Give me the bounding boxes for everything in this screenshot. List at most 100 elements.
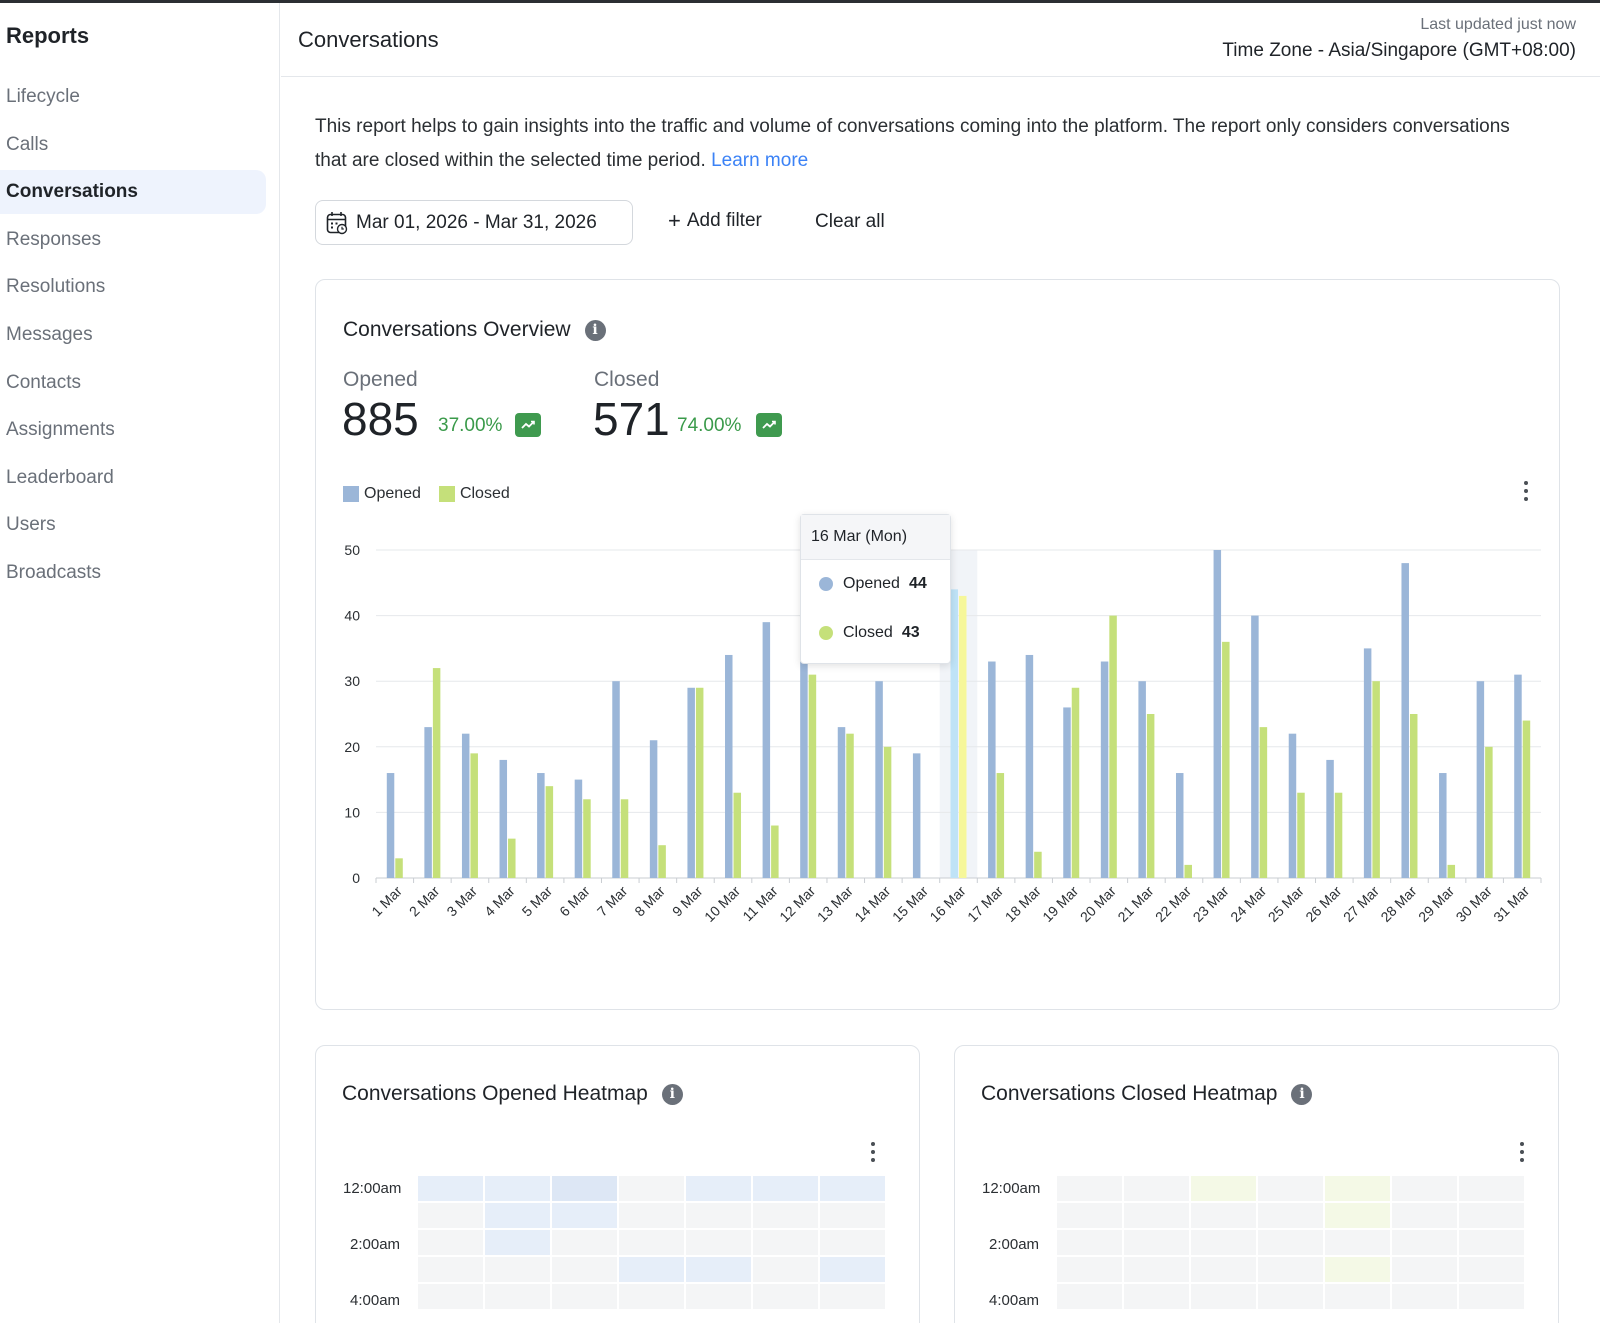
heatmap-cell[interactable] (1258, 1257, 1323, 1282)
heatmap-cell[interactable] (1459, 1176, 1524, 1201)
heatmap-cell[interactable] (1459, 1203, 1524, 1228)
heatmap-cell[interactable] (1392, 1203, 1457, 1228)
heatmap-cell[interactable] (820, 1230, 885, 1255)
heatmap-cell[interactable] (1191, 1230, 1256, 1255)
description-text: This report helps to gain insights into … (315, 116, 1510, 171)
sidebar-item-resolutions[interactable]: Resolutions (6, 276, 106, 298)
heatmap-cell[interactable] (1191, 1284, 1256, 1309)
heatmap-cell[interactable] (1258, 1176, 1323, 1201)
sidebar-item-lifecycle[interactable]: Lifecycle (6, 86, 80, 107)
bar-opened (950, 589, 958, 878)
heatmap-cell[interactable] (753, 1176, 818, 1201)
heatmap-cell[interactable] (1258, 1284, 1323, 1309)
heatmap-cell[interactable] (1057, 1230, 1122, 1255)
sidebar-item-responses[interactable]: Responses (6, 228, 102, 250)
heatmap-cell[interactable] (753, 1230, 818, 1255)
heatmap-cell[interactable] (1325, 1230, 1390, 1255)
legend-closed[interactable]: Closed (438, 485, 510, 503)
heatmap-cell[interactable] (619, 1203, 684, 1228)
sidebar-item-calls[interactable]: Calls (6, 133, 49, 155)
heatmap-cell[interactable] (1325, 1176, 1390, 1201)
sidebar-item-messages[interactable]: Messages (6, 323, 93, 345)
heatmap-cell[interactable] (485, 1257, 550, 1282)
sidebar-item-contacts[interactable]: Contacts (6, 371, 81, 393)
heatmap-cell[interactable] (552, 1284, 617, 1309)
bar-opened (1363, 648, 1372, 878)
heatmap-cell[interactable] (686, 1284, 751, 1309)
heatmap-cell[interactable] (820, 1284, 885, 1309)
heatmap-cell[interactable] (753, 1257, 818, 1282)
heatmap-cell[interactable] (1124, 1257, 1189, 1282)
heatmap-cell[interactable] (485, 1203, 550, 1228)
heatmap-cell[interactable] (418, 1230, 483, 1255)
heatmap-cell[interactable] (1392, 1257, 1457, 1282)
heatmap-cell[interactable] (1325, 1203, 1390, 1228)
heatmap-cell[interactable] (1191, 1176, 1256, 1201)
heatmap-cell[interactable] (1258, 1203, 1323, 1228)
heatmap-cell[interactable] (820, 1257, 885, 1282)
heatmap-cell[interactable] (619, 1284, 684, 1309)
heatmap-cell[interactable] (1459, 1230, 1524, 1255)
heatmap-cell[interactable] (1392, 1284, 1457, 1309)
info-icon[interactable]: i (584, 319, 606, 341)
heatmap-cell[interactable] (485, 1284, 550, 1309)
heatmap-cell[interactable] (1459, 1284, 1524, 1309)
heatmap-cell[interactable] (753, 1203, 818, 1228)
heatmap-cell[interactable] (1191, 1257, 1256, 1282)
more-options-icon[interactable] (863, 1140, 883, 1164)
heatmap-cell[interactable] (1325, 1284, 1390, 1309)
more-options-icon[interactable] (1516, 479, 1536, 503)
info-icon[interactable]: i (1291, 1083, 1313, 1105)
heatmap-cell[interactable] (1392, 1230, 1457, 1255)
clear-all-button[interactable]: Clear all (815, 211, 885, 232)
heatmap-cell[interactable] (552, 1203, 617, 1228)
heatmap-cell[interactable] (552, 1176, 617, 1201)
heatmap-cell[interactable] (1459, 1257, 1524, 1282)
heatmap-cell[interactable] (1325, 1257, 1390, 1282)
heatmap-cell[interactable] (1124, 1203, 1189, 1228)
heatmap-cell[interactable] (619, 1230, 684, 1255)
heatmap-cell[interactable] (1258, 1230, 1323, 1255)
learn-more-link[interactable]: Learn more (711, 150, 809, 171)
add-filter-button[interactable]: + Add filter (668, 210, 762, 232)
heatmap-cell[interactable] (619, 1257, 684, 1282)
sidebar-item-leaderboard[interactable]: Leaderboard (6, 466, 114, 488)
heatmap-cell[interactable] (753, 1284, 818, 1309)
info-icon[interactable]: i (661, 1083, 683, 1105)
heatmap-cell[interactable] (1057, 1203, 1122, 1228)
y-tick-label: 10 (344, 804, 360, 820)
heatmap-cell[interactable] (418, 1203, 483, 1228)
heatmap-cell[interactable] (1191, 1203, 1256, 1228)
heatmap-cell[interactable] (552, 1230, 617, 1255)
date-range-picker[interactable]: Mar 01, 2026 - Mar 31, 2026 (315, 200, 633, 245)
heatmap-cell[interactable] (686, 1230, 751, 1255)
heatmap-cell[interactable] (820, 1203, 885, 1228)
sidebar-item-users[interactable]: Users (6, 514, 56, 536)
more-options-icon[interactable] (1512, 1140, 1532, 1164)
sidebar-item-conversations[interactable]: Conversations (0, 170, 266, 215)
heatmap-cell[interactable] (418, 1257, 483, 1282)
heatmap-cell[interactable] (552, 1257, 617, 1282)
legend-opened[interactable]: Opened (343, 485, 421, 503)
opened-heatmap-title: Conversations Opened Heatmap i (342, 1082, 683, 1106)
heatmap-cell[interactable] (686, 1257, 751, 1282)
heatmap-cell[interactable] (820, 1176, 885, 1201)
sidebar-item-assignments[interactable]: Assignments (6, 419, 115, 441)
heatmap-cell[interactable] (1124, 1176, 1189, 1201)
heatmap-cell[interactable] (686, 1203, 751, 1228)
heatmap-cell[interactable] (1124, 1230, 1189, 1255)
heatmap-cell[interactable] (485, 1230, 550, 1255)
heatmap-cell[interactable] (485, 1176, 550, 1201)
heatmap-cell[interactable] (1057, 1257, 1122, 1282)
heatmap-cell[interactable] (1057, 1284, 1122, 1309)
heatmap-cell[interactable] (1392, 1176, 1457, 1201)
overview-title-text: Conversations Overview (343, 318, 571, 341)
sidebar-item-broadcasts[interactable]: Broadcasts (6, 561, 102, 583)
heatmap-cell[interactable] (1124, 1284, 1189, 1309)
heatmap-cell[interactable] (1057, 1176, 1122, 1201)
heatmap-cell[interactable] (418, 1284, 483, 1309)
heatmap-cell[interactable] (619, 1176, 684, 1201)
heatmap-cell[interactable] (686, 1176, 751, 1201)
heatmap-cell[interactable] (418, 1176, 483, 1201)
bar-closed (1222, 641, 1230, 878)
